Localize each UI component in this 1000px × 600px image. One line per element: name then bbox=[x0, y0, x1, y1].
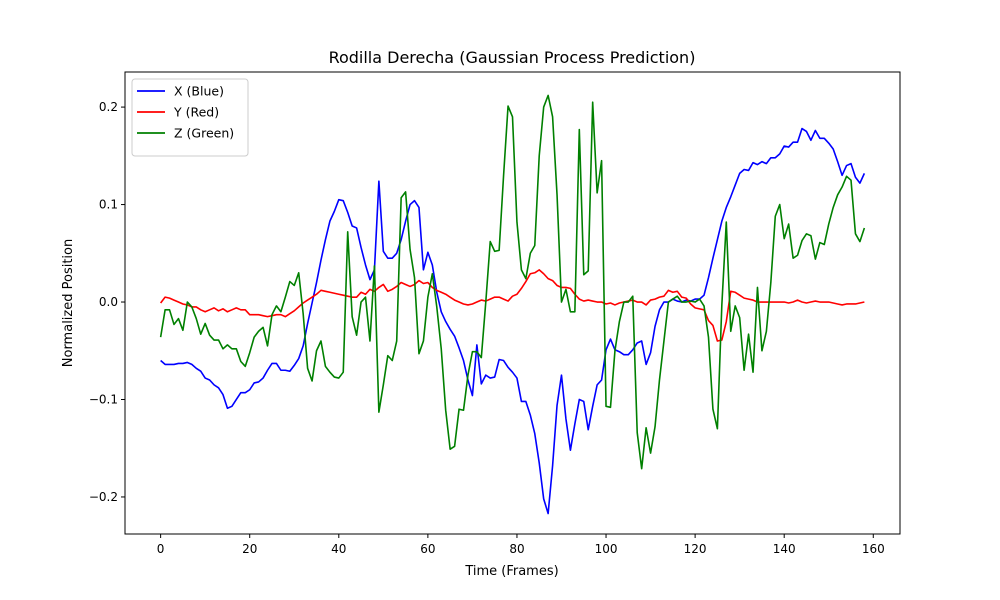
x-tick-label: 140 bbox=[773, 542, 796, 556]
series-line-y bbox=[159, 269, 865, 342]
x-tick-label: 160 bbox=[862, 542, 885, 556]
x-tick-label: 40 bbox=[331, 542, 346, 556]
legend-label: Z (Green) bbox=[174, 126, 234, 141]
legend-label: X (Blue) bbox=[174, 84, 224, 99]
y-tick-label: −0.1 bbox=[89, 392, 118, 406]
x-axis-label: Time (Frames) bbox=[464, 564, 558, 579]
x-tick-label: 100 bbox=[595, 542, 618, 556]
chart-title: Rodilla Derecha (Gaussian Process Predic… bbox=[329, 48, 696, 67]
plot-area bbox=[159, 94, 866, 515]
x-tick-label: 80 bbox=[509, 542, 524, 556]
y-tick-label: 0.1 bbox=[99, 198, 118, 212]
x-tick-label: 60 bbox=[420, 542, 435, 556]
y-axis-label: Normalized Position bbox=[61, 239, 76, 367]
series-line-z bbox=[159, 94, 866, 470]
y-axis: −0.2 −0.1 0.0 0.1 0.2 bbox=[89, 100, 125, 504]
x-tick-label: 120 bbox=[684, 542, 707, 556]
x-tick-label: 0 bbox=[157, 542, 165, 556]
legend: X (Blue) Y (Red) Z (Green) bbox=[131, 78, 249, 157]
y-tick-label: 0.0 bbox=[99, 295, 118, 309]
y-tick-label: 0.2 bbox=[99, 100, 118, 114]
y-tick-label: −0.2 bbox=[89, 490, 118, 504]
plot-frame bbox=[124, 71, 901, 535]
x-axis: 0 20 40 60 80 100 120 140 160 bbox=[157, 534, 885, 556]
legend-label: Y (Red) bbox=[173, 105, 219, 120]
x-tick-label: 20 bbox=[242, 542, 257, 556]
series-line-x bbox=[160, 127, 866, 515]
legend-box bbox=[131, 78, 249, 157]
